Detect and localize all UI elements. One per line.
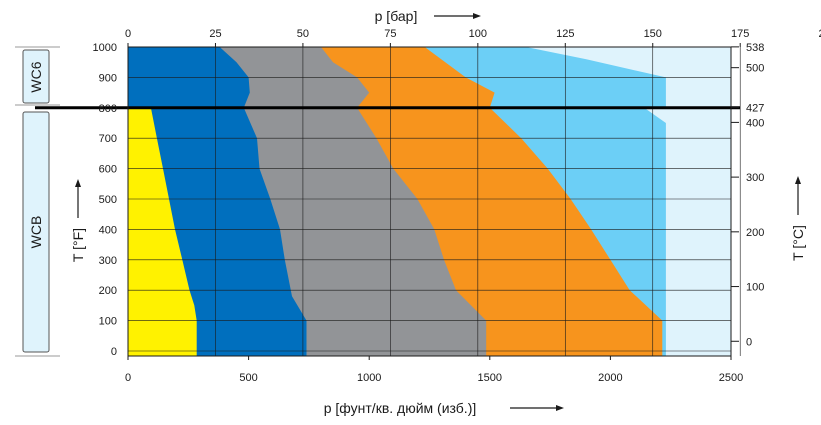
psi-tick-label: 0: [125, 372, 131, 384]
celsius-tick-label: 100: [746, 282, 764, 294]
tick-labels: 0500100015002000250002550751001251501752…: [93, 28, 821, 384]
psi-tick-label: 2000: [598, 372, 622, 384]
bar-tick-label: 150: [644, 28, 662, 40]
bar-tick-label: 0: [125, 28, 131, 40]
celsius-tick-label: 300: [746, 172, 764, 184]
bar-tick-label: 25: [209, 28, 221, 40]
fahrenheit-tick-label: 1000: [93, 42, 117, 54]
wcb-band-label: WCB: [28, 216, 44, 249]
bar-tick-label: 75: [384, 28, 396, 40]
bar-tick-label: 50: [297, 28, 309, 40]
top-axis-arrow: [434, 13, 481, 19]
axes: [127, 46, 732, 357]
wc6-band-box: [22, 49, 50, 104]
grid-lines: [128, 46, 741, 356]
bar-tick-label: 125: [556, 28, 574, 40]
bottom-axis-arrow: [510, 405, 564, 411]
fahrenheit-tick-label: 900: [99, 72, 117, 84]
celsius-tick-label: 400: [746, 117, 764, 129]
left-axis-arrow: [75, 179, 81, 218]
psi-tick-label: 1000: [357, 372, 381, 384]
fahrenheit-tick-label: 600: [99, 164, 117, 176]
right-axis-arrow: [795, 176, 801, 215]
wc6-band-label: WC6: [28, 61, 44, 92]
psi-tick-label: 500: [239, 372, 257, 384]
fahrenheit-tick-label: 300: [99, 255, 117, 267]
fahrenheit-tick-label: 0: [111, 346, 117, 358]
celsius-tick-label: 0: [746, 336, 752, 348]
rating-areas: [128, 47, 666, 356]
fahrenheit-tick-label: 500: [99, 194, 117, 206]
celsius-tick-label: 538: [746, 42, 764, 54]
bar-tick-label: 175: [731, 28, 749, 40]
bar-tick-label: 200: [818, 28, 821, 40]
celsius-tick-label: 200: [746, 227, 764, 239]
right-axis-title: T [°C]: [790, 225, 806, 261]
fahrenheit-tick-label: 200: [99, 285, 117, 297]
psi-tick-label: 2500: [719, 372, 743, 384]
fahrenheit-tick-label: 800: [99, 103, 117, 115]
celsius-tick-label: 427: [746, 103, 764, 115]
yellow-area: [128, 107, 197, 356]
left-axis-title: T [°F]: [70, 228, 86, 262]
bottom-axis-title: p [фунт/кв. дюйм (изб.)]: [324, 400, 477, 416]
fahrenheit-tick-label: 700: [99, 133, 117, 145]
fahrenheit-tick-label: 100: [99, 316, 117, 328]
top-axis-title: p [бар]: [375, 8, 418, 24]
psi-tick-label: 1500: [478, 372, 502, 384]
wcb-band-box: [22, 111, 50, 353]
bar-tick-label: 100: [469, 28, 487, 40]
celsius-tick-label: 500: [746, 63, 764, 75]
fahrenheit-tick-label: 400: [99, 224, 117, 236]
